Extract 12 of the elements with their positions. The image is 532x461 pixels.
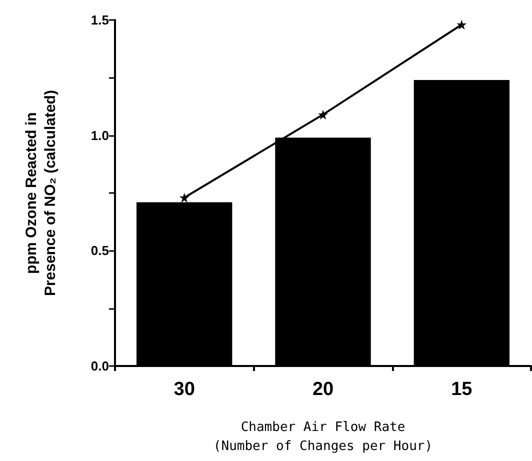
y-tick-label: 0.5	[90, 243, 109, 258]
x-tick-label: 30	[174, 379, 195, 400]
point	[179, 192, 190, 203]
y-tick-label: 1.5	[90, 12, 109, 28]
x-axis-title: Chamber Air Flow Rate (Number of Changes per Hour)	[213, 420, 433, 454]
y-axis-title: ppm Ozone Reacted in Presence of NO₂ (calculated)	[23, 90, 59, 296]
point	[456, 20, 467, 30]
point	[318, 110, 328, 120]
x-tick-label: 20	[312, 379, 334, 400]
x-tick-label: 15	[451, 379, 473, 400]
y-tick-label: 0.0	[90, 358, 109, 374]
y-tick-label: 1.0	[90, 128, 109, 143]
